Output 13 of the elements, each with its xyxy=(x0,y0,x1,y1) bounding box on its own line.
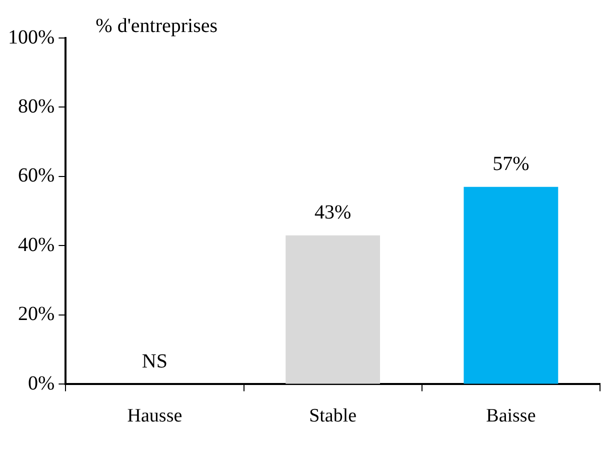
y-tick-label: 20% xyxy=(18,303,55,326)
x-tick-label: Baisse xyxy=(486,406,536,427)
text: NS xyxy=(142,350,168,372)
data-label: 57% xyxy=(492,153,530,176)
y-tick-label: 0% xyxy=(28,372,55,394)
y-axis-title: % d'entreprises xyxy=(96,15,218,37)
y-tick-label: 100% xyxy=(8,26,55,48)
y-tick-label: 80% xyxy=(18,95,55,118)
x-tick-label: Hausse xyxy=(127,406,182,427)
x-tick-label: Stable xyxy=(309,406,357,427)
y-tick-label: 60% xyxy=(18,164,55,187)
y-tick-label: 40% xyxy=(18,234,55,256)
data-label: 43% xyxy=(314,202,352,224)
